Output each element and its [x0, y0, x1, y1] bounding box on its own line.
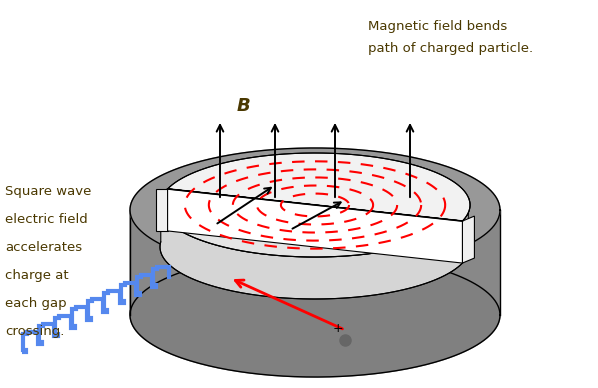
Text: each gap: each gap	[5, 297, 66, 310]
Text: crossing.: crossing.	[5, 325, 65, 338]
Text: Magnetic field bends: Magnetic field bends	[368, 20, 507, 33]
Text: accelerates: accelerates	[5, 241, 82, 254]
Text: electric field: electric field	[5, 213, 88, 226]
Polygon shape	[167, 189, 462, 263]
Text: B: B	[237, 97, 251, 115]
Polygon shape	[160, 189, 462, 257]
Text: +: +	[332, 322, 343, 334]
Polygon shape	[160, 197, 470, 299]
Text: charge at: charge at	[5, 269, 69, 282]
Polygon shape	[155, 189, 167, 231]
Polygon shape	[462, 216, 474, 263]
Polygon shape	[130, 148, 500, 272]
Text: path of charged particle.: path of charged particle.	[368, 42, 533, 55]
Polygon shape	[167, 153, 470, 221]
Polygon shape	[130, 253, 500, 377]
Polygon shape	[130, 210, 500, 315]
Text: Square wave: Square wave	[5, 185, 91, 198]
